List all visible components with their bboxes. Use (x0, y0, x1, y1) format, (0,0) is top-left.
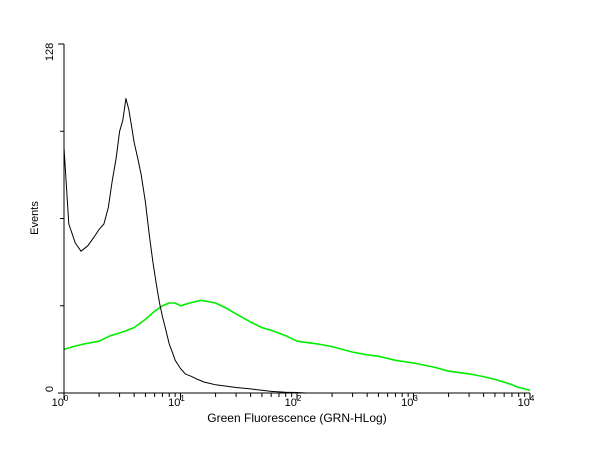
x-tick-label-exponent: 0 (64, 394, 69, 403)
x-tick-label-base: 10 (518, 397, 530, 409)
x-tick-label-exponent: 1 (180, 394, 185, 403)
x-tick-label-base: 10 (285, 397, 297, 409)
series-line-2 (63, 299, 531, 392)
x-tick-label: 100 (52, 394, 69, 409)
y-tick-label: 128 (44, 43, 56, 61)
y-axis-ticks: 0 128 (44, 43, 64, 394)
x-tick-label: 101 (168, 394, 185, 409)
x-tick-label-exponent: 3 (413, 394, 418, 403)
x-tick-label-exponent: 4 (530, 394, 535, 403)
x-axis-ticks: 100 101 102 103 104 (52, 393, 535, 409)
y-tick-label: 0 (44, 386, 56, 392)
x-tick-label: 103 (401, 394, 418, 409)
x-tick-label-exponent: 2 (297, 394, 302, 403)
x-tick-label: 102 (285, 394, 302, 409)
x-axis-label: Green Fluorescence (GRN-HLog) (207, 411, 386, 425)
plot-series (63, 98, 531, 394)
series-line-1 (63, 98, 307, 394)
y-axis-label: Events (29, 201, 41, 235)
x-tick-label-base: 10 (401, 397, 413, 409)
x-tick-label-base: 10 (168, 397, 180, 409)
x-tick-label-base: 10 (52, 397, 64, 409)
x-tick-label: 104 (518, 394, 535, 409)
